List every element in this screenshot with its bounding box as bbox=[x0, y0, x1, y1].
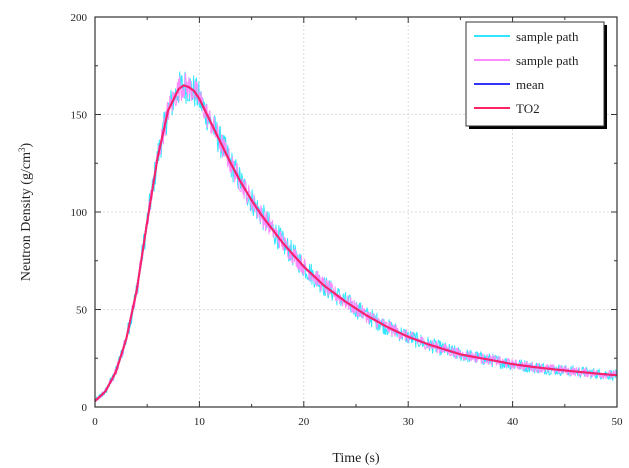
y-axis-label-superscript: 3 bbox=[17, 147, 27, 152]
y-axis-label: Neutron Density (g/cm3) bbox=[17, 143, 34, 282]
x-tick-label: 0 bbox=[92, 416, 98, 428]
y-tick-label: 100 bbox=[71, 207, 88, 219]
x-axis-label: Time (s) bbox=[332, 451, 380, 466]
y-axis-label-main: Neutron Density (g/cm bbox=[19, 152, 34, 281]
series-line-to2-3 bbox=[94, 84, 618, 402]
ticks bbox=[94, 16, 618, 408]
y-tick-label: 50 bbox=[76, 305, 88, 317]
x-tick-label: 20 bbox=[298, 416, 310, 428]
legend-label: sample path bbox=[516, 29, 579, 44]
tick-labels: 0 10 20 30 40 50 0 50 100 150 200 bbox=[71, 12, 624, 428]
legend: sample path sample path mean TO2 bbox=[465, 21, 607, 129]
legend-label: mean bbox=[516, 77, 545, 92]
series-layer bbox=[94, 71, 618, 403]
y-tick-label: 0 bbox=[82, 402, 88, 414]
y-tick-label: 200 bbox=[71, 12, 88, 24]
y-axis-label-close: ) bbox=[19, 143, 34, 148]
legend-label: sample path bbox=[516, 53, 579, 68]
x-tick-label: 30 bbox=[403, 416, 415, 428]
y-tick-label: 150 bbox=[71, 110, 88, 122]
x-tick-label: 10 bbox=[194, 416, 206, 428]
x-tick-label: 40 bbox=[507, 416, 519, 428]
legend-label: TO2 bbox=[516, 101, 540, 116]
x-tick-label: 50 bbox=[612, 416, 624, 428]
